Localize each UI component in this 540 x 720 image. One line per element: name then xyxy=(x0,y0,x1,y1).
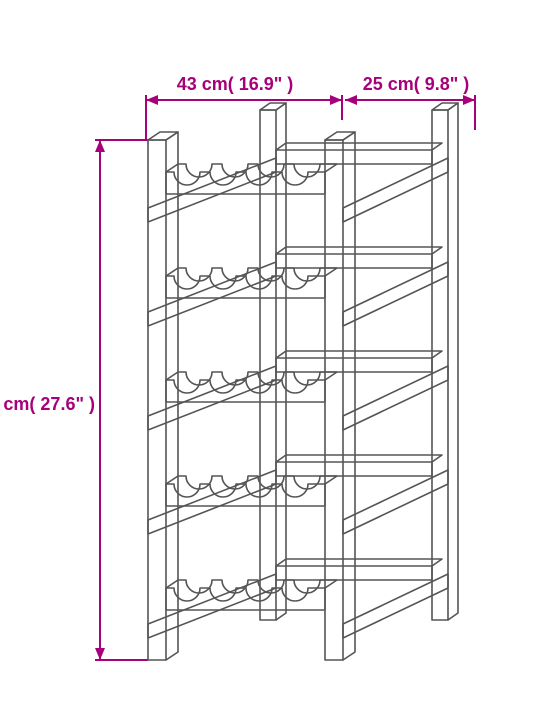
rear-left-post xyxy=(260,103,286,620)
dimension-width: 43 cm( 16.9" ) xyxy=(146,74,342,140)
tier-3 xyxy=(148,351,448,430)
dimension-depth: 25 cm( 9.8" ) xyxy=(345,74,475,130)
tier-4 xyxy=(148,455,448,534)
dimension-height: 70 cm( 27.6" ) xyxy=(0,140,148,660)
wine-rack-object xyxy=(148,103,458,660)
tier-2 xyxy=(148,247,448,326)
wine-rack-drawing: 43 cm( 16.9" ) 25 cm( 9.8" ) 70 cm( 27.6… xyxy=(0,0,540,720)
dimension-depth-label: 25 cm( 9.8" ) xyxy=(363,74,470,94)
dimension-width-label: 43 cm( 16.9" ) xyxy=(177,74,294,94)
dimension-height-label: 70 cm( 27.6" ) xyxy=(0,394,95,414)
rear-right-post xyxy=(432,103,458,620)
tier-5 xyxy=(148,559,448,638)
tier-1 xyxy=(148,143,448,222)
